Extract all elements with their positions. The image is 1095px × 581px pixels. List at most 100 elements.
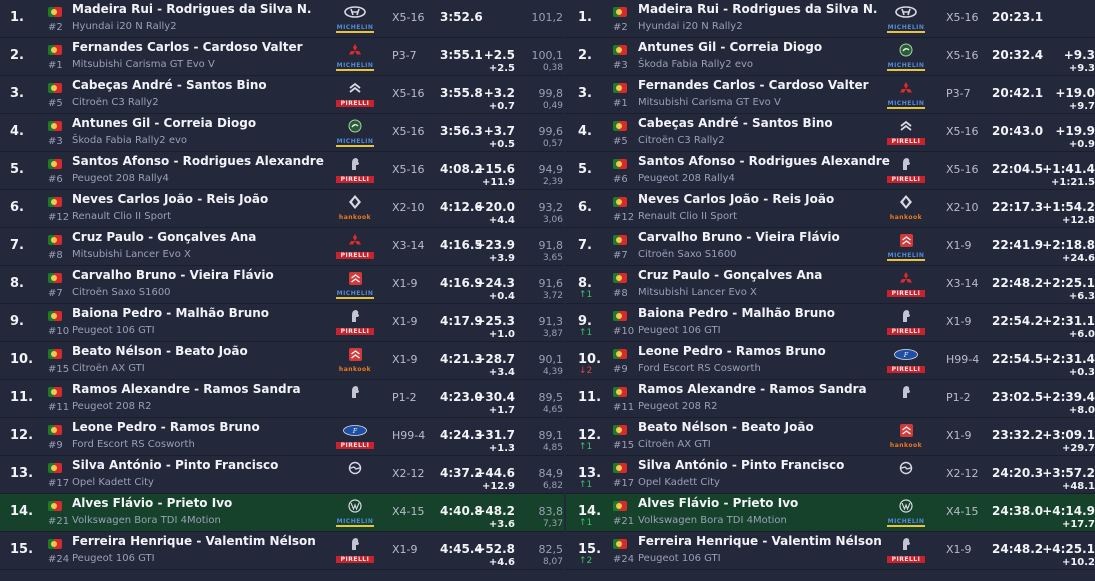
car-model: Citroën AX GTI xyxy=(72,363,145,374)
stage-row-5[interactable]: 5. #6 Santos Afonso - Rodrigues Alexandr… xyxy=(0,152,564,190)
crew-names[interactable]: Madeira Rui - Rodrigues da Silva N. xyxy=(72,2,312,16)
car-number: #5 xyxy=(613,136,628,147)
crew-names[interactable]: Fernandes Carlos - Cardoso Valter xyxy=(72,40,303,54)
stage-row-4[interactable]: 4. #3 Antunes Gil - Correia Diogo Škoda … xyxy=(0,114,564,152)
overall-row-7[interactable]: 7. #7 Carvalho Bruno - Vieira Flávio Cit… xyxy=(566,228,1095,266)
mitsubishi-icon xyxy=(337,43,373,57)
gap-to-previous: +3.4 xyxy=(488,367,515,378)
portugal-flag-icon xyxy=(48,387,62,397)
position: 1. xyxy=(10,10,24,25)
class-label: X1-9 xyxy=(392,353,418,366)
gap-to-leader: +1:41.4 xyxy=(1042,162,1095,176)
crew-names[interactable]: Neves Carlos João - Reis João xyxy=(638,192,835,206)
crew-names[interactable]: Carvalho Bruno - Vieira Flávio xyxy=(638,230,840,244)
time: 3:56.3 xyxy=(440,124,483,138)
speed-difference: 0,49 xyxy=(542,101,563,111)
crew-names[interactable]: Fernandes Carlos - Cardoso Valter xyxy=(638,78,869,92)
speed-difference: 3,65 xyxy=(542,253,563,263)
portugal-flag-icon xyxy=(613,387,627,397)
stage-row-1[interactable]: 1. #2 Madeira Rui - Rodrigues da Silva N… xyxy=(0,0,564,38)
stage-row-2[interactable]: 2. #1 Fernandes Carlos - Cardoso Valter … xyxy=(0,38,564,76)
overall-row-15[interactable]: 15. #24 ↑2 Ferreira Henrique - Valentim … xyxy=(566,532,1095,570)
overall-row-5[interactable]: 5. #6 Santos Afonso - Rodrigues Alexandr… xyxy=(566,152,1095,190)
crew-names[interactable]: Antunes Gil - Correia Diogo xyxy=(72,116,257,130)
crew-names[interactable]: Leone Pedro - Ramos Bruno xyxy=(638,344,826,358)
crew-names[interactable]: Silva António - Pinto Francisco xyxy=(638,458,845,472)
crew-names[interactable]: Beato Nélson - Beato João xyxy=(638,420,814,434)
time: 24:48.2 xyxy=(992,542,1044,556)
crew-names[interactable]: Carvalho Bruno - Vieira Flávio xyxy=(72,268,274,282)
average-speed: 100,1 xyxy=(531,49,564,62)
stage-row-6[interactable]: 6. #12 Neves Carlos João - Reis João Ren… xyxy=(0,190,564,228)
crew-names[interactable]: Madeira Rui - Rodrigues da Silva N. xyxy=(638,2,878,16)
overall-row-4[interactable]: 4. #5 Cabeças André - Santos Bino Citroë… xyxy=(566,114,1095,152)
average-speed: 89,1 xyxy=(538,429,564,442)
crew-names[interactable]: Baiona Pedro - Malhão Bruno xyxy=(72,306,270,320)
stage-row-9[interactable]: 9. #10 Baiona Pedro - Malhão Bruno Peuge… xyxy=(0,304,564,342)
time: 23:32.2 xyxy=(992,428,1044,442)
time: 20:43.0 xyxy=(992,124,1044,138)
crew-names[interactable]: Santos Afonso - Rodrigues Alexandre xyxy=(72,154,324,168)
crew-names[interactable]: Ramos Alexandre - Ramos Sandra xyxy=(638,382,867,396)
stage-row-12[interactable]: 12. #9 Leone Pedro - Ramos Bruno Ford Es… xyxy=(0,418,564,456)
citroen-icon xyxy=(337,81,373,95)
car-model: Citroën C3 Rally2 xyxy=(72,97,159,108)
crew-names[interactable]: Baiona Pedro - Malhão Bruno xyxy=(638,306,836,320)
crew-names[interactable]: Cruz Paulo - Gonçalves Ana xyxy=(638,268,823,282)
svg-text:F: F xyxy=(352,428,358,435)
michelin-logo: MICHELIN xyxy=(887,518,925,527)
overall-row-14[interactable]: 14. #21 ↑1 Alves Flávio - Prieto Ivo Vol… xyxy=(566,494,1095,532)
car-model: Ford Escort RS Cosworth xyxy=(72,439,195,450)
crew-names[interactable]: Ferreira Henrique - Valentim Nélson xyxy=(72,534,316,548)
speed-difference: 8,07 xyxy=(542,557,563,567)
portugal-flag-icon xyxy=(48,197,62,207)
class-label: X5-16 xyxy=(392,87,425,100)
car-model: Peugeot 106 GTI xyxy=(72,325,155,336)
overall-row-3[interactable]: 3. #1 Fernandes Carlos - Cardoso Valter … xyxy=(566,76,1095,114)
overall-row-10[interactable]: 10. #9 ↓2 Leone Pedro - Ramos Bruno Ford… xyxy=(566,342,1095,380)
class-label: X5-16 xyxy=(946,11,979,24)
crew-names[interactable]: Cabeças André - Santos Bino xyxy=(72,78,267,92)
crew-names[interactable]: Silva António - Pinto Francisco xyxy=(72,458,279,472)
stage-row-14[interactable]: 14. #21 Alves Flávio - Prieto Ivo Volksw… xyxy=(0,494,564,532)
crew-names[interactable]: Ferreira Henrique - Valentim Nélson xyxy=(638,534,882,548)
crew-names[interactable]: Cruz Paulo - Gonçalves Ana xyxy=(72,230,257,244)
overall-row-6[interactable]: 6. #12 Neves Carlos João - Reis João Ren… xyxy=(566,190,1095,228)
overall-row-11[interactable]: 11. #11 Ramos Alexandre - Ramos Sandra P… xyxy=(566,380,1095,418)
crew-names[interactable]: Leone Pedro - Ramos Bruno xyxy=(72,420,260,434)
stage-row-10[interactable]: 10. #15 Beato Nélson - Beato João Citroë… xyxy=(0,342,564,380)
crew-names[interactable]: Antunes Gil - Correia Diogo xyxy=(638,40,823,54)
car-model: Mitsubishi Lancer Evo X xyxy=(72,249,191,260)
position: 2. xyxy=(578,48,592,63)
class-label: P3-7 xyxy=(392,49,417,62)
ford-icon: F xyxy=(888,347,924,361)
overall-row-9[interactable]: 9. #10 ↑1 Baiona Pedro - Malhão Bruno Pe… xyxy=(566,304,1095,342)
pirelli-logo: PIRELLI xyxy=(887,556,925,563)
peugeot-icon xyxy=(888,537,924,551)
stage-row-11[interactable]: 11. #11 Ramos Alexandre - Ramos Sandra P… xyxy=(0,380,564,418)
overall-row-1[interactable]: 1. #2 Madeira Rui - Rodrigues da Silva N… xyxy=(566,0,1095,38)
stage-row-15[interactable]: 15. #24 Ferreira Henrique - Valentim Nél… xyxy=(0,532,564,570)
stage-row-7[interactable]: 7. #8 Cruz Paulo - Gonçalves Ana Mitsubi… xyxy=(0,228,564,266)
stage-row-13[interactable]: 13. #17 Silva António - Pinto Francisco … xyxy=(0,456,564,494)
crew-names[interactable]: Alves Flávio - Prieto Ivo xyxy=(638,496,799,510)
crew-names[interactable]: Alves Flávio - Prieto Ivo xyxy=(72,496,233,510)
overall-row-13[interactable]: 13. #17 ↑1 Silva António - Pinto Francis… xyxy=(566,456,1095,494)
michelin-logo: MICHELIN xyxy=(336,518,374,527)
crew-names[interactable]: Cabeças André - Santos Bino xyxy=(638,116,833,130)
stage-row-8[interactable]: 8. #7 Carvalho Bruno - Vieira Flávio Cit… xyxy=(0,266,564,304)
overall-row-2[interactable]: 2. #3 Antunes Gil - Correia Diogo Škoda … xyxy=(566,38,1095,76)
car-model: Peugeot 208 R2 xyxy=(72,401,152,412)
overall-row-12[interactable]: 12. #15 ↑1 Beato Nélson - Beato João Cit… xyxy=(566,418,1095,456)
car-number: #7 xyxy=(48,288,63,299)
class-label: X2-12 xyxy=(392,467,425,480)
crew-names[interactable]: Beato Nélson - Beato João xyxy=(72,344,248,358)
crew-names[interactable]: Santos Afonso - Rodrigues Alexandre xyxy=(638,154,890,168)
portugal-flag-icon xyxy=(48,273,62,283)
crew-names[interactable]: Neves Carlos João - Reis João xyxy=(72,192,269,206)
ford-icon: F xyxy=(337,423,373,437)
gap-to-previous: +10.2 xyxy=(1061,557,1095,568)
stage-row-3[interactable]: 3. #5 Cabeças André - Santos Bino Citroë… xyxy=(0,76,564,114)
overall-row-8[interactable]: 8. #8 ↑1 Cruz Paulo - Gonçalves Ana Mits… xyxy=(566,266,1095,304)
crew-names[interactable]: Ramos Alexandre - Ramos Sandra xyxy=(72,382,301,396)
